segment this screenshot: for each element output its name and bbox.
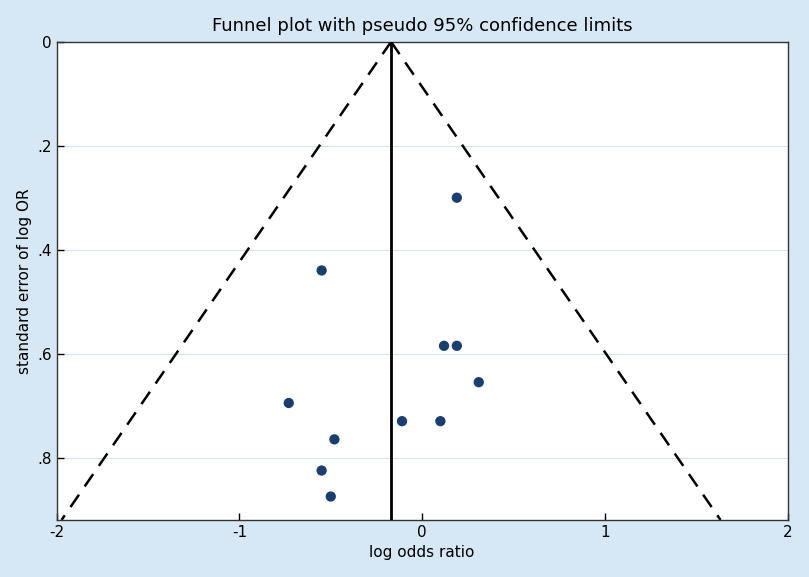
Point xyxy=(434,417,447,426)
Point xyxy=(451,341,464,350)
Title: Funnel plot with pseudo 95% confidence limits: Funnel plot with pseudo 95% confidence l… xyxy=(212,17,633,35)
Point xyxy=(328,434,341,444)
Point xyxy=(316,266,328,275)
Point xyxy=(438,341,451,350)
Point xyxy=(316,466,328,475)
Point xyxy=(472,377,485,387)
Point xyxy=(282,398,295,407)
Point xyxy=(396,417,409,426)
Point xyxy=(451,193,464,203)
Point xyxy=(324,492,337,501)
Y-axis label: standard error of log OR: standard error of log OR xyxy=(17,188,32,374)
X-axis label: log odds ratio: log odds ratio xyxy=(370,545,475,560)
